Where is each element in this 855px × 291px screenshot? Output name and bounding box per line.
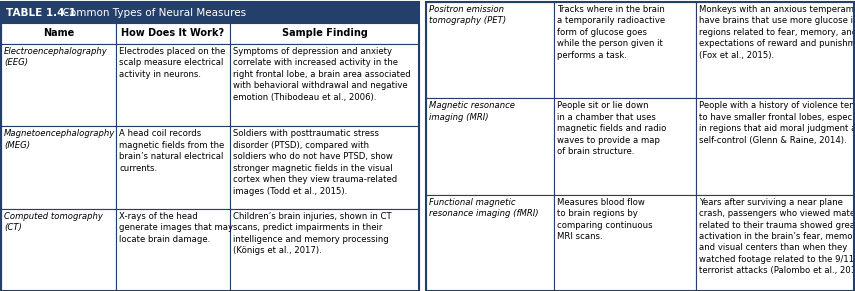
Text: Magnetic resonance
imaging (MRI): Magnetic resonance imaging (MRI) <box>429 101 515 122</box>
Text: Electroencephalography
(EEG): Electroencephalography (EEG) <box>4 47 108 68</box>
Text: A head coil records
magnetic fields from the
brain’s natural electrical
currents: A head coil records magnetic fields from… <box>119 129 224 173</box>
Bar <box>1 209 116 291</box>
Bar <box>116 209 230 291</box>
Text: Years after surviving a near plane
crash, passengers who viewed material
related: Years after surviving a near plane crash… <box>699 198 855 275</box>
Bar <box>1 126 116 209</box>
Bar <box>1 23 116 44</box>
Text: Common Types of Neural Measures: Common Types of Neural Measures <box>56 8 246 17</box>
Bar <box>426 98 554 195</box>
Text: Soldiers with posttraumatic stress
disorder (PTSD), compared with
soldiers who d: Soldiers with posttraumatic stress disor… <box>233 129 398 196</box>
Text: Name: Name <box>43 29 74 38</box>
Bar <box>696 195 854 291</box>
Bar <box>116 126 230 209</box>
Bar <box>554 2 696 98</box>
Text: X-rays of the head
generate images that may
locate brain damage.: X-rays of the head generate images that … <box>119 212 233 244</box>
Text: Children’s brain injuries, shown in CT
scans, predict impairments in their
intel: Children’s brain injuries, shown in CT s… <box>233 212 392 255</box>
Text: Magnetoencephalography
(MEG): Magnetoencephalography (MEG) <box>4 129 115 150</box>
Text: Tracks where in the brain
a temporarily radioactive
form of glucose goes
while t: Tracks where in the brain a temporarily … <box>557 5 665 60</box>
Text: Sample Finding: Sample Finding <box>281 29 368 38</box>
Text: Functional magnetic
resonance imaging (fMRI): Functional magnetic resonance imaging (f… <box>429 198 539 218</box>
Bar <box>426 2 854 291</box>
Bar <box>1 2 419 291</box>
Text: Positron emission
tomography (PET): Positron emission tomography (PET) <box>429 5 506 25</box>
Bar <box>230 126 419 209</box>
Bar <box>696 2 854 98</box>
Text: How Does It Work?: How Does It Work? <box>121 29 225 38</box>
Bar <box>554 98 696 195</box>
Bar <box>696 98 854 195</box>
Bar <box>230 23 419 44</box>
Bar <box>426 195 554 291</box>
Text: TABLE 1.4-1: TABLE 1.4-1 <box>6 8 76 17</box>
Bar <box>426 2 554 98</box>
Text: People sit or lie down
in a chamber that uses
magnetic fields and radio
waves to: People sit or lie down in a chamber that… <box>557 101 666 156</box>
Bar <box>1 2 419 23</box>
Bar <box>116 44 230 126</box>
Bar <box>1 44 116 126</box>
Bar <box>230 209 419 291</box>
Bar <box>116 23 230 44</box>
Text: Monkeys with an anxious temperament
have brains that use more glucose in
regions: Monkeys with an anxious temperament have… <box>699 5 855 60</box>
Text: Electrodes placed on the
scalp measure electrical
activity in neurons.: Electrodes placed on the scalp measure e… <box>119 47 226 79</box>
Text: Computed tomography
(CT): Computed tomography (CT) <box>4 212 103 232</box>
Bar <box>230 44 419 126</box>
Bar <box>554 195 696 291</box>
Text: Measures blood flow
to brain regions by
comparing continuous
MRI scans.: Measures blood flow to brain regions by … <box>557 198 652 241</box>
Text: People with a history of violence tend
to have smaller frontal lobes, especially: People with a history of violence tend t… <box>699 101 855 145</box>
Text: Symptoms of depression and anxiety
correlate with increased activity in the
righ: Symptoms of depression and anxiety corre… <box>233 47 410 102</box>
